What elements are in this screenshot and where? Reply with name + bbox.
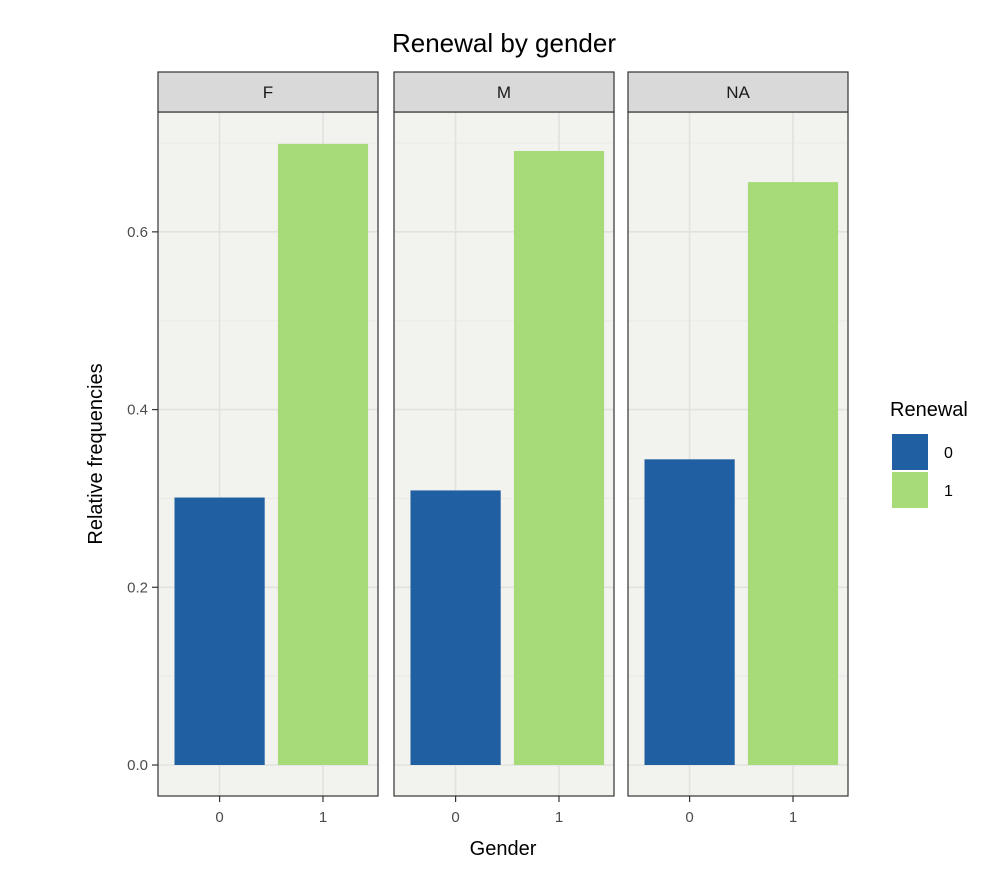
- legend-label-1: 1: [944, 483, 953, 500]
- facet-strip: [627, 71, 849, 113]
- x-tick-label: 1: [789, 809, 797, 826]
- bar-na-0: [644, 459, 735, 765]
- bar-f-0: [174, 497, 265, 765]
- x-tick-label: 0: [215, 809, 223, 826]
- bar-m-1: [513, 150, 605, 766]
- legend-key-0: [892, 434, 928, 470]
- bar-m-0: [410, 490, 501, 765]
- y-axis: 0.0 0.2 0.4 0.6: [127, 224, 158, 774]
- x-tick-label: 1: [319, 809, 327, 826]
- y-axis-title: Relative frequencies: [85, 363, 107, 544]
- facet-label: F: [263, 83, 273, 102]
- x-tick-label: 1: [555, 809, 563, 826]
- chart-title: Renewal by gender: [392, 28, 616, 58]
- facet-panel-na: NA 0 1: [627, 71, 849, 826]
- bar-f-1: [277, 143, 369, 766]
- legend-label-0: 0: [944, 445, 953, 462]
- y-tick-label: 0.4: [127, 402, 148, 419]
- facet-strip: [393, 71, 615, 113]
- y-tick-label: 0.0: [127, 757, 148, 774]
- x-tick-label: 0: [685, 809, 693, 826]
- legend-title: Renewal: [890, 399, 968, 421]
- x-tick-label: 0: [451, 809, 459, 826]
- facet-panels: F 0 1 M 0 1 NA 0 1: [157, 71, 849, 826]
- facet-label: NA: [726, 83, 750, 102]
- x-axis-title: Gender: [470, 838, 537, 860]
- y-tick-label: 0.6: [127, 224, 148, 241]
- facet-panel-f: F 0 1: [157, 71, 379, 826]
- bar-na-1: [747, 182, 839, 765]
- legend: Renewal 0 1: [890, 399, 968, 508]
- y-tick-label: 0.2: [127, 579, 148, 596]
- facet-panel-m: M 0 1: [393, 71, 615, 826]
- facet-strip: [157, 71, 379, 113]
- legend-key-1: [892, 472, 928, 508]
- facet-label: M: [497, 83, 511, 102]
